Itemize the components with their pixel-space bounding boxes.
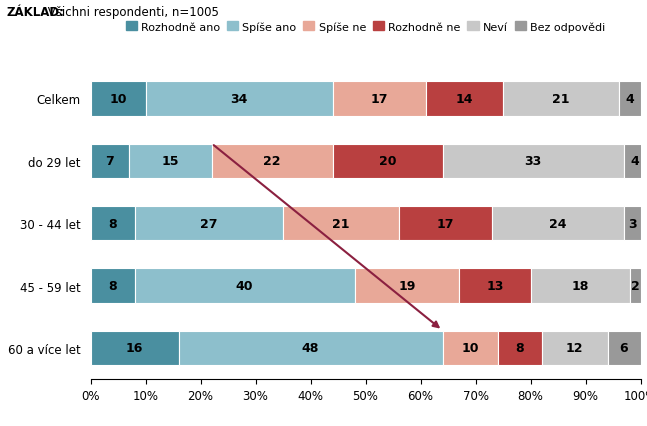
Bar <box>492 207 624 241</box>
Text: 21: 21 <box>332 217 349 230</box>
Text: 19: 19 <box>398 279 415 292</box>
Bar <box>624 207 641 241</box>
Bar <box>212 144 333 178</box>
Bar <box>355 269 459 303</box>
Text: 33: 33 <box>525 155 542 168</box>
Text: Všichni respondenti, n=1005: Všichni respondenti, n=1005 <box>44 6 219 19</box>
Bar <box>630 269 641 303</box>
Bar <box>146 82 333 116</box>
Text: 24: 24 <box>549 217 567 230</box>
Bar <box>619 82 641 116</box>
Bar <box>135 269 355 303</box>
Bar <box>91 269 135 303</box>
Bar <box>283 207 399 241</box>
Text: 27: 27 <box>200 217 217 230</box>
Text: 20: 20 <box>378 155 397 168</box>
Text: 13: 13 <box>486 279 503 292</box>
Bar <box>129 144 212 178</box>
Bar <box>459 269 531 303</box>
Legend: Rozhodně ano, Spíše ano, Spíše ne, Rozhodně ne, Neví, Bez odpovědi: Rozhodně ano, Spíše ano, Spíše ne, Rozho… <box>121 18 610 37</box>
Text: 15: 15 <box>162 155 179 168</box>
Bar <box>498 331 542 365</box>
Bar <box>426 82 503 116</box>
Text: 8: 8 <box>108 217 117 230</box>
Bar <box>91 331 179 365</box>
Bar <box>443 331 498 365</box>
Text: ZÁKLAD:: ZÁKLAD: <box>6 6 65 19</box>
Text: 4: 4 <box>625 93 634 106</box>
Text: 4: 4 <box>631 155 639 168</box>
Text: 12: 12 <box>565 342 584 354</box>
Text: 6: 6 <box>620 342 628 354</box>
Bar <box>503 82 619 116</box>
Bar <box>333 144 443 178</box>
Text: 21: 21 <box>552 93 569 106</box>
Bar <box>333 82 426 116</box>
Text: 10: 10 <box>109 93 127 106</box>
Bar <box>399 207 492 241</box>
Bar <box>624 144 646 178</box>
Text: 2: 2 <box>631 279 639 292</box>
Bar <box>443 144 624 178</box>
Text: 48: 48 <box>302 342 319 354</box>
Bar <box>179 331 443 365</box>
Text: 7: 7 <box>105 155 115 168</box>
Bar <box>91 82 146 116</box>
Bar <box>542 331 608 365</box>
Text: 34: 34 <box>230 93 248 106</box>
Text: 18: 18 <box>571 279 589 292</box>
Bar <box>135 207 283 241</box>
Text: 17: 17 <box>437 217 454 230</box>
Bar <box>608 331 641 365</box>
Text: 8: 8 <box>108 279 117 292</box>
Bar <box>531 269 630 303</box>
Text: 40: 40 <box>236 279 254 292</box>
Text: 14: 14 <box>455 93 474 106</box>
Bar <box>91 207 135 241</box>
Text: 16: 16 <box>126 342 143 354</box>
Text: 8: 8 <box>515 342 524 354</box>
Text: 22: 22 <box>263 155 281 168</box>
Text: 10: 10 <box>461 342 479 354</box>
Bar <box>91 144 129 178</box>
Text: 17: 17 <box>371 93 388 106</box>
Text: 3: 3 <box>628 217 637 230</box>
